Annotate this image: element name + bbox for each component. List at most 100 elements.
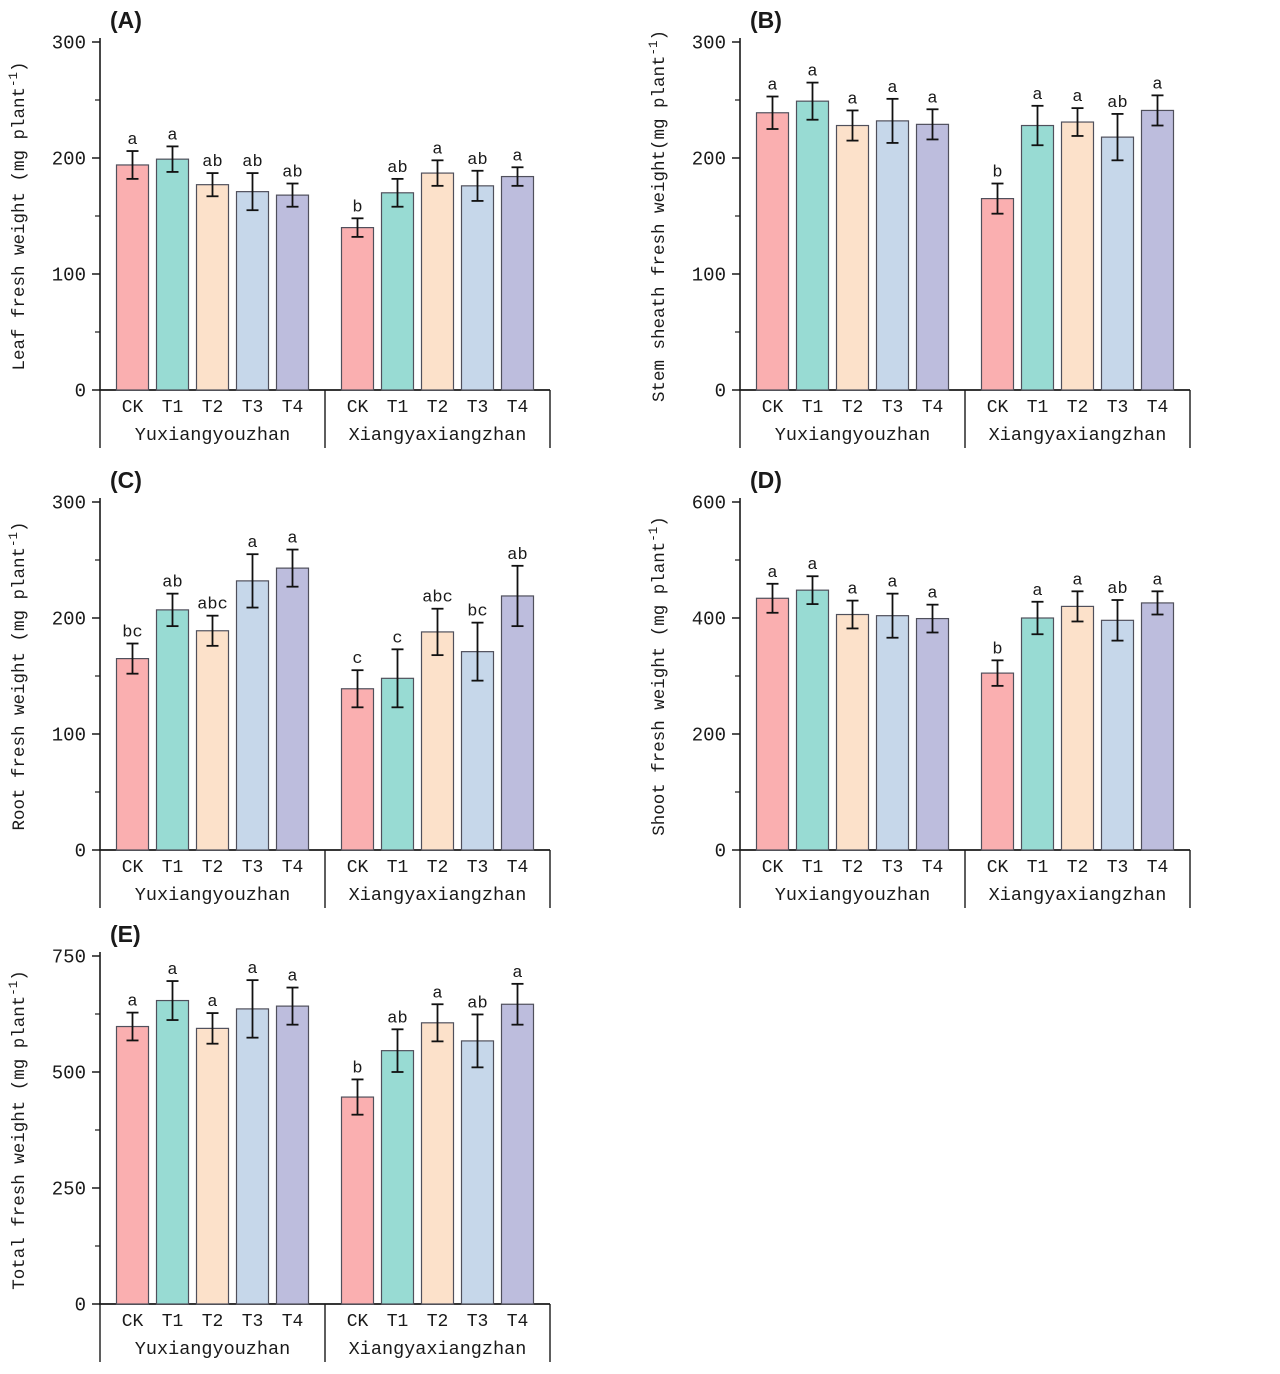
error-bar-Xiangyaxiangzhan-CK (351, 669, 364, 709)
bar-Yuxiangyouzhan-CK (115, 164, 150, 391)
category-label: T2 (202, 1312, 224, 1332)
error-bar-Xiangyaxiangzhan-T4 (511, 166, 524, 187)
sig-letter: a (767, 77, 777, 96)
sig-letter: ab (467, 151, 487, 170)
category-label: T4 (282, 858, 304, 878)
category-label: T3 (242, 858, 264, 878)
chart-svg: (C)0100200300bcCKabT1abcT2aT3aT4Yuxiangy… (7, 467, 551, 908)
y-tick-label: 0 (715, 841, 726, 863)
sig-letter: a (512, 964, 522, 983)
y-axis-label: Stem sheath fresh weight(mg plant-1) (647, 30, 670, 402)
bar-Xiangyaxiangzhan-CK (340, 688, 375, 851)
sig-letter: a (1152, 75, 1162, 94)
bar-Yuxiangyouzhan-T2 (835, 124, 870, 391)
y-tick-label: 100 (52, 725, 86, 747)
error-bar-Yuxiangyouzhan-T1 (806, 81, 819, 121)
error-bar-Xiangyaxiangzhan-T1 (391, 648, 404, 709)
chart-svg: (A)0100200300aCKaT1abT2abT3abT4Yuxiangyo… (7, 7, 551, 448)
error-bar-Xiangyaxiangzhan-T2 (1071, 590, 1084, 623)
category-label: T2 (427, 858, 449, 878)
category-label: T2 (202, 858, 224, 878)
error-bar-Xiangyaxiangzhan-T3 (1111, 599, 1124, 642)
sig-letter: a (847, 90, 857, 109)
sig-letter: ab (467, 994, 487, 1013)
category-label: T3 (242, 398, 264, 418)
y-tick-label: 0 (75, 841, 86, 863)
category-label: T1 (162, 398, 184, 418)
error-bar-Yuxiangyouzhan-T3 (246, 553, 259, 609)
y-tick-label: 0 (715, 381, 726, 403)
sig-letter: ab (387, 1009, 407, 1028)
error-bar-Yuxiangyouzhan-T4 (926, 603, 939, 634)
error-bar-Yuxiangyouzhan-T1 (806, 575, 819, 605)
category-label: T1 (162, 858, 184, 878)
error-bar-Xiangyaxiangzhan-T2 (1071, 107, 1084, 137)
sig-letter: a (1032, 86, 1042, 105)
bar-Xiangyaxiangzhan-T3 (1100, 136, 1135, 391)
error-bar-Yuxiangyouzhan-T3 (886, 592, 899, 639)
category-label: T2 (202, 398, 224, 418)
panel-root-fresh-weight: (C) 0 100 200 300 bc CK ab T1 abc T2 a T3 a T4 Yuxiangy… (0, 460, 640, 920)
error-bar-Yuxiangyouzhan-T2 (206, 172, 219, 198)
sig-letter: b (992, 640, 1002, 659)
error-bar-Xiangyaxiangzhan-T4 (1151, 590, 1164, 616)
bar-Yuxiangyouzhan-T1 (155, 609, 190, 851)
panel-label: (D) (750, 467, 782, 493)
bar-Xiangyaxiangzhan-CK (980, 672, 1015, 851)
error-bar-Xiangyaxiangzhan-T1 (1031, 104, 1044, 147)
sig-letter: a (767, 564, 777, 583)
sig-letter: a (1072, 88, 1082, 107)
y-axis-label: Total fresh weight (mg plant-1) (7, 970, 30, 1290)
error-bar-Yuxiangyouzhan-CK (766, 95, 779, 130)
panel-shoot-fresh-weight: (D) 0 200 400 600 a CK a T1 a T2 a T3 a T4 Yuxiangyouzh… (640, 460, 1280, 920)
error-bar-Yuxiangyouzhan-T1 (166, 592, 179, 628)
y-tick-label: 200 (52, 609, 86, 631)
category-label: CK (987, 398, 1009, 418)
sig-letter: a (1152, 571, 1162, 590)
category-label: CK (122, 1312, 144, 1332)
sig-letter: ab (1107, 580, 1127, 599)
error-bar-Yuxiangyouzhan-T4 (286, 182, 299, 208)
sig-letter: abc (197, 596, 228, 615)
panel-label: (A) (110, 7, 142, 33)
sig-letter: a (432, 984, 442, 1003)
panel-label: (E) (110, 921, 141, 947)
sig-letter: a (167, 126, 177, 145)
bar-Xiangyaxiangzhan-T3 (460, 185, 495, 391)
error-bar-Yuxiangyouzhan-T3 (886, 97, 899, 144)
bar-Xiangyaxiangzhan-T2 (1060, 605, 1095, 851)
category-label: T3 (1107, 858, 1129, 878)
bar-Yuxiangyouzhan-T3 (235, 191, 270, 391)
bar-Xiangyaxiangzhan-CK (340, 227, 375, 391)
panel-stem-sheath-fresh-weight: (B) 0 100 200 300 a CK a T1 a T2 a T3 a T4 Yuxiangyouzh… (640, 0, 1280, 460)
group-label: Xiangyaxiangzhan (989, 425, 1167, 446)
error-bar-Yuxiangyouzhan-T4 (286, 986, 299, 1026)
bar-Yuxiangyouzhan-T4 (275, 1005, 310, 1305)
bar-Yuxiangyouzhan-CK (755, 597, 790, 851)
bar-Xiangyaxiangzhan-CK (980, 198, 1015, 391)
y-tick-label: 300 (52, 493, 86, 515)
sig-letter: a (927, 89, 937, 108)
category-label: CK (762, 398, 784, 418)
sig-letter: ab (507, 546, 527, 565)
y-tick-label: 200 (692, 149, 726, 171)
error-bar-Xiangyaxiangzhan-T2 (431, 607, 444, 657)
sig-letter: bc (122, 624, 142, 643)
error-bar-Xiangyaxiangzhan-CK (351, 1078, 364, 1116)
error-bar-Xiangyaxiangzhan-T1 (391, 177, 404, 208)
sig-letter: a (807, 556, 817, 575)
sig-letter: bc (467, 603, 487, 622)
group-label: Xiangyaxiangzhan (989, 885, 1167, 906)
bar-Xiangyaxiangzhan-T2 (420, 172, 455, 391)
category-label: T3 (242, 1312, 264, 1332)
bar-Xiangyaxiangzhan-T4 (500, 1003, 535, 1305)
error-bar-Xiangyaxiangzhan-T3 (1111, 113, 1124, 162)
bar-Xiangyaxiangzhan-T4 (500, 595, 535, 851)
error-bar-Yuxiangyouzhan-T3 (246, 979, 259, 1039)
category-label: T2 (1067, 858, 1089, 878)
sig-letter: a (207, 993, 217, 1012)
sig-letter: b (352, 1059, 362, 1078)
error-bar-Yuxiangyouzhan-CK (126, 1011, 139, 1042)
panel-label: (C) (110, 467, 142, 493)
category-label: CK (122, 398, 144, 418)
